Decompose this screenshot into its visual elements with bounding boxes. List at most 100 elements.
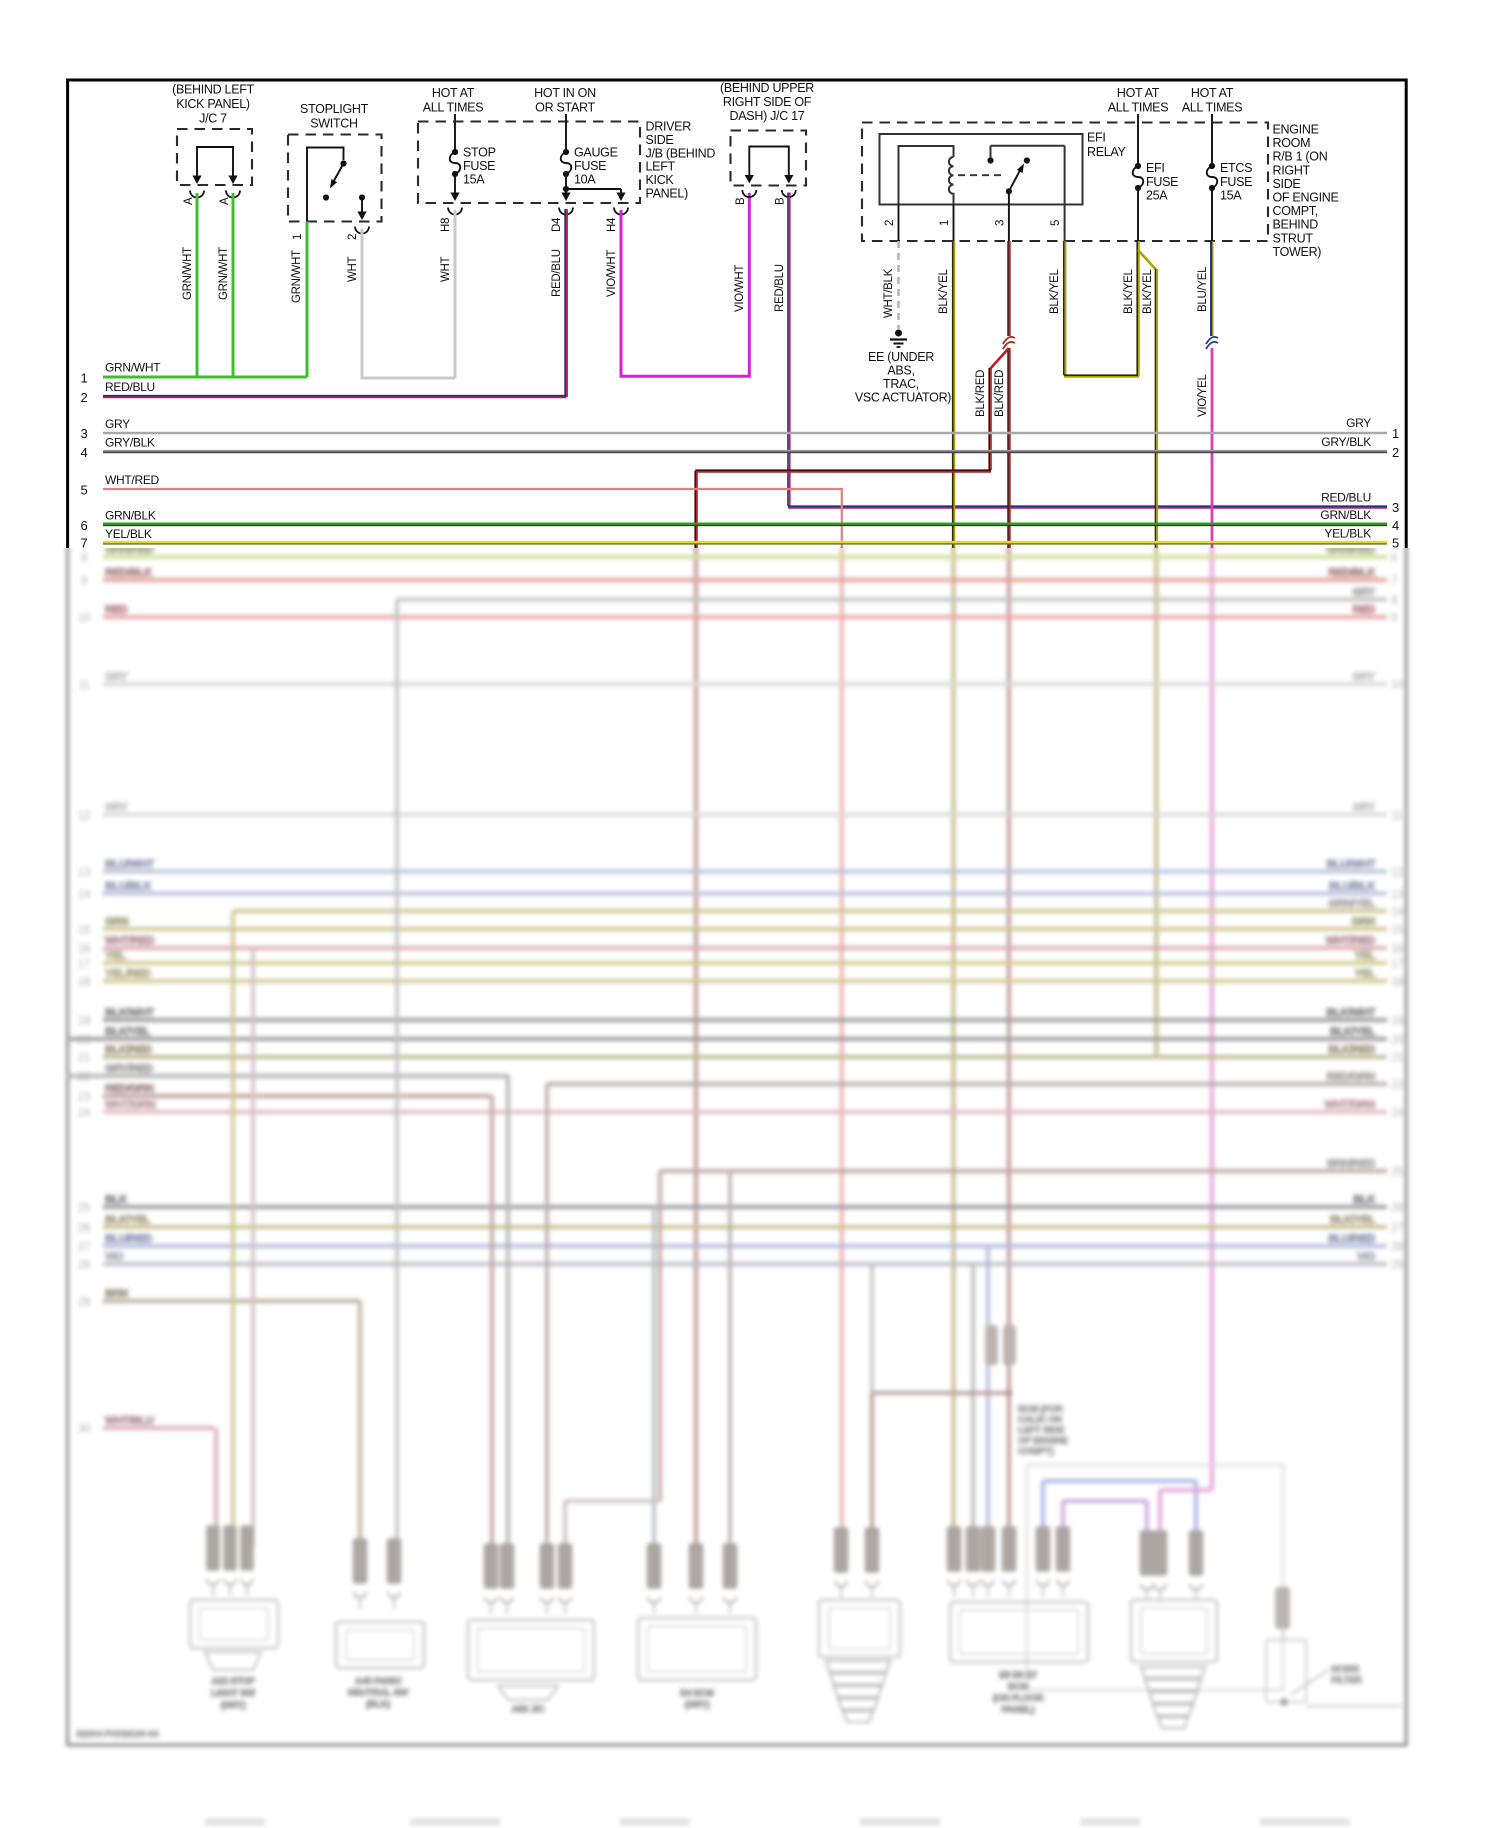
svg-text:OF ENGINE: OF ENGINE — [1273, 191, 1339, 205]
svg-text:WHT: WHT — [347, 256, 359, 282]
svg-text:B: B — [735, 197, 747, 205]
svg-text:6: 6 — [81, 518, 88, 533]
svg-text:RED/BLU: RED/BLU — [1321, 491, 1371, 505]
svg-text:YEL/BLK: YEL/BLK — [1324, 527, 1371, 541]
svg-text:1: 1 — [81, 371, 88, 386]
svg-text:VIO/WHT: VIO/WHT — [606, 250, 618, 297]
svg-text:A: A — [183, 197, 195, 205]
svg-text:BEHIND: BEHIND — [1273, 218, 1319, 232]
svg-text:2: 2 — [347, 234, 359, 240]
svg-text:GRN/WHT: GRN/WHT — [291, 250, 303, 303]
svg-text:5: 5 — [1050, 220, 1062, 226]
svg-text:ABS,: ABS, — [887, 364, 914, 378]
svg-text:ENGINE: ENGINE — [1273, 123, 1319, 137]
svg-text:R/B 1 (ON: R/B 1 (ON — [1273, 150, 1328, 164]
svg-text:TRAC,: TRAC, — [883, 377, 919, 391]
svg-text:TOWER): TOWER) — [1273, 245, 1322, 259]
svg-text:EFI: EFI — [1087, 131, 1106, 145]
svg-text:ALL TIMES: ALL TIMES — [423, 101, 484, 115]
svg-text:SIDE: SIDE — [646, 133, 674, 147]
svg-text:ETCS: ETCS — [1220, 161, 1252, 175]
svg-text:FUSE: FUSE — [1220, 175, 1252, 189]
svg-text:1: 1 — [939, 220, 951, 226]
svg-text:D4: D4 — [551, 217, 563, 232]
svg-text:B: B — [775, 197, 787, 205]
svg-text:4: 4 — [1392, 518, 1399, 533]
svg-text:10A: 10A — [574, 173, 596, 187]
svg-text:3: 3 — [994, 220, 1006, 226]
svg-text:ALL TIMES: ALL TIMES — [1182, 101, 1243, 115]
svg-text:GRN/BLK: GRN/BLK — [1320, 508, 1371, 522]
svg-text:(BEHIND LEFT: (BEHIND LEFT — [172, 83, 254, 97]
svg-text:RED/BLU: RED/BLU — [774, 264, 786, 312]
svg-text:H8: H8 — [440, 218, 452, 232]
svg-text:HOT IN ON: HOT IN ON — [534, 86, 596, 100]
svg-text:3: 3 — [1392, 500, 1399, 515]
svg-text:DRIVER: DRIVER — [646, 120, 692, 134]
svg-text:EE (UNDER: EE (UNDER — [868, 350, 934, 364]
svg-text:2: 2 — [1392, 445, 1399, 460]
svg-text:5: 5 — [81, 483, 88, 498]
svg-text:GRN/WHT: GRN/WHT — [105, 361, 161, 375]
svg-text:OR START: OR START — [535, 101, 595, 115]
svg-text:RIGHT: RIGHT — [1273, 163, 1311, 177]
svg-text:HOT AT: HOT AT — [1191, 86, 1234, 100]
svg-text:1: 1 — [1392, 426, 1399, 441]
svg-text:VSC ACTUATOR): VSC ACTUATOR) — [855, 391, 951, 405]
svg-text:WHT: WHT — [440, 256, 452, 282]
svg-text:GRN/WHT: GRN/WHT — [218, 247, 230, 300]
svg-text:STRUT: STRUT — [1273, 231, 1314, 245]
svg-text:RED/BLU: RED/BLU — [551, 249, 563, 297]
svg-text:H4: H4 — [606, 217, 618, 232]
svg-text:15A: 15A — [1220, 189, 1242, 203]
svg-text:VIO/YEL: VIO/YEL — [1197, 373, 1209, 417]
svg-text:4: 4 — [81, 445, 88, 460]
svg-text:BLK/YEL: BLK/YEL — [1142, 269, 1154, 314]
svg-text:DASH) J/C 17: DASH) J/C 17 — [730, 109, 805, 123]
svg-text:15A: 15A — [463, 173, 485, 187]
svg-text:YEL/BLK: YEL/BLK — [105, 527, 152, 541]
svg-text:BLK/RED: BLK/RED — [975, 370, 987, 417]
svg-text:RIGHT SIDE OF: RIGHT SIDE OF — [723, 95, 812, 109]
svg-text:GRN/BLK: GRN/BLK — [105, 509, 156, 523]
svg-text:GRY: GRY — [1346, 416, 1371, 430]
svg-text:SWITCH: SWITCH — [310, 117, 358, 131]
svg-text:WHT/RED: WHT/RED — [105, 473, 160, 487]
svg-text:BLK/RED: BLK/RED — [994, 370, 1006, 417]
svg-text:A: A — [219, 197, 231, 205]
svg-text:WHT/BLK: WHT/BLK — [883, 268, 895, 318]
svg-text:GRY/BLK: GRY/BLK — [105, 436, 155, 450]
svg-text:GAUGE: GAUGE — [574, 146, 618, 160]
svg-text:RELAY: RELAY — [1087, 145, 1127, 159]
svg-text:KICK: KICK — [646, 173, 675, 187]
svg-text:COMPT,: COMPT, — [1273, 204, 1318, 218]
svg-text:25A: 25A — [1146, 189, 1168, 203]
svg-text:7: 7 — [81, 536, 88, 551]
svg-text:STOP: STOP — [463, 146, 496, 160]
svg-text:BLK/YEL: BLK/YEL — [1123, 269, 1135, 314]
svg-text:STOPLIGHT: STOPLIGHT — [300, 102, 369, 116]
svg-text:RED/BLU: RED/BLU — [105, 380, 155, 394]
svg-text:PANEL): PANEL) — [646, 187, 689, 201]
svg-text:SIDE: SIDE — [1273, 177, 1301, 191]
svg-text:HOT AT: HOT AT — [1117, 86, 1160, 100]
svg-text:EFI: EFI — [1146, 161, 1165, 175]
svg-text:VIO/WHT: VIO/WHT — [734, 265, 746, 312]
svg-text:FUSE: FUSE — [574, 159, 606, 173]
svg-text:1: 1 — [292, 234, 304, 240]
svg-text:3: 3 — [81, 426, 88, 441]
svg-text:2: 2 — [81, 390, 88, 405]
svg-text:BLK/YEL: BLK/YEL — [1049, 269, 1061, 314]
svg-text:FUSE: FUSE — [1146, 175, 1178, 189]
svg-text:FUSE: FUSE — [463, 159, 495, 173]
svg-text:GRN/WHT: GRN/WHT — [182, 247, 194, 300]
svg-text:KICK PANEL): KICK PANEL) — [176, 97, 250, 111]
svg-text:2: 2 — [884, 220, 896, 226]
svg-text:(BEHIND UPPER: (BEHIND UPPER — [720, 81, 814, 95]
svg-text:LEFT: LEFT — [646, 160, 676, 174]
svg-text:BLU/YEL: BLU/YEL — [1197, 266, 1209, 312]
svg-text:5: 5 — [1392, 536, 1399, 551]
svg-text:ROOM: ROOM — [1273, 136, 1311, 150]
svg-text:GRY: GRY — [105, 417, 130, 431]
svg-text:BLK/YEL: BLK/YEL — [938, 269, 950, 314]
